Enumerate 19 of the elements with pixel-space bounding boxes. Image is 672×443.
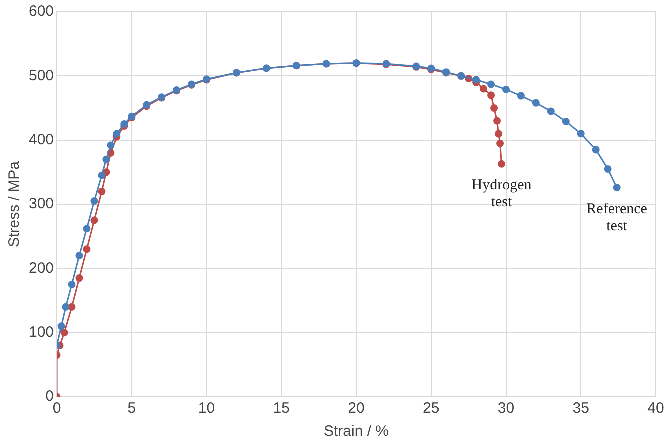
y-tick-label: 100 <box>28 324 54 341</box>
y-tick-label: 300 <box>28 196 54 213</box>
y-axis-title: Stress / MPa <box>6 160 24 248</box>
x-tick-label: 40 <box>648 400 664 418</box>
y-tick-label: 0 <box>46 388 54 406</box>
x-axis-title: Strain / % <box>324 423 390 440</box>
x-tick-label: 35 <box>572 400 590 418</box>
x-tick-label: 10 <box>198 400 216 418</box>
y-tick-label: 200 <box>28 260 54 277</box>
y-tick-label: 400 <box>28 131 54 148</box>
series-label: Reference test <box>586 201 648 234</box>
x-tick-label: 25 <box>423 400 440 418</box>
y-tick-label: 600 <box>28 3 54 20</box>
x-tick-label: 20 <box>348 400 365 418</box>
x-tick-label: 30 <box>498 400 515 418</box>
y-tick-label: 500 <box>28 67 54 84</box>
x-tick-label: 5 <box>128 400 136 418</box>
x-tick-label: 15 <box>273 400 290 418</box>
series-label: Hydrogen test <box>472 178 532 211</box>
